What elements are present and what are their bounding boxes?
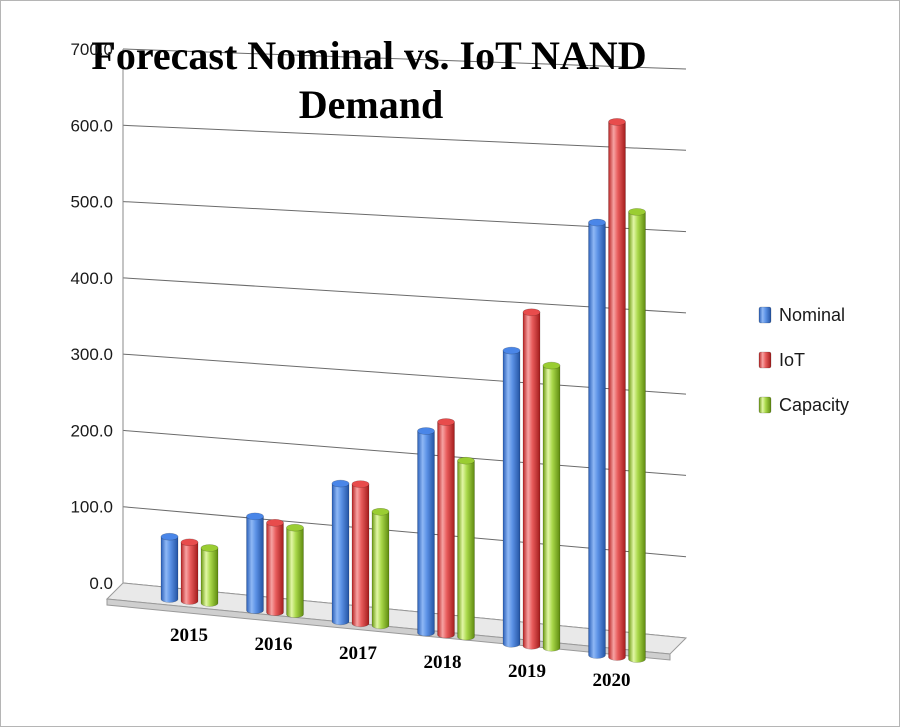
chart-title: Forecast Nominal vs. IoT NAND Demand — [91, 33, 646, 127]
bar-body — [522, 311, 541, 650]
legend-label: Capacity — [779, 395, 849, 415]
x-category-label: 2015 — [170, 625, 208, 646]
bar-body — [246, 516, 264, 614]
bar-body — [542, 365, 561, 652]
bar-cap — [457, 456, 475, 465]
bar-body — [331, 483, 350, 626]
x-category-label: 2016 — [255, 634, 293, 655]
bar — [160, 532, 179, 603]
bar — [266, 518, 284, 616]
bar — [502, 346, 521, 648]
bar-body — [180, 542, 199, 605]
legend-item: IoT — [758, 350, 805, 370]
x-category-label: 2017 — [339, 643, 378, 664]
legend-swatch — [758, 351, 772, 369]
bar — [371, 507, 390, 630]
bar — [180, 538, 199, 605]
bar-cap — [160, 532, 179, 541]
bar — [286, 523, 304, 618]
bar-body — [286, 527, 304, 618]
bar-body — [351, 483, 370, 628]
bar — [542, 361, 561, 652]
bar-cap — [266, 518, 284, 527]
y-tick-label: 600.0 — [70, 116, 113, 135]
bar-cap — [331, 479, 350, 488]
bar — [200, 544, 219, 607]
legend-label: Nominal — [779, 305, 845, 325]
y-tick-label: 200.0 — [70, 421, 113, 440]
y-tick-label: 400.0 — [70, 269, 113, 288]
bar — [628, 208, 646, 663]
chart-title-line-2: Demand — [299, 82, 443, 127]
legend-label: IoT — [779, 350, 805, 370]
bar — [522, 308, 541, 650]
legend-item: Capacity — [758, 395, 849, 415]
bar-cap — [608, 118, 626, 126]
chart-title-line-1: Forecast Nominal vs. IoT NAND — [91, 33, 646, 78]
bar — [588, 218, 606, 659]
gridline — [122, 124, 687, 151]
y-tick-label: 500.0 — [70, 193, 113, 212]
bar-cap — [180, 538, 199, 547]
bar-body — [437, 421, 455, 639]
bar — [351, 480, 370, 628]
bar-body — [371, 511, 390, 630]
x-category-label: 2019 — [508, 661, 546, 682]
legend-swatch — [758, 306, 772, 324]
bar-body — [628, 211, 646, 663]
bar-cap — [351, 480, 370, 488]
legend-item: Nominal — [758, 305, 845, 325]
bar-cap — [588, 218, 606, 227]
gridline — [122, 48, 687, 70]
bar — [437, 418, 455, 639]
bar-body — [588, 222, 606, 659]
x-category-label: 2018 — [424, 652, 462, 673]
bar — [608, 118, 626, 661]
bar-body — [160, 536, 179, 603]
bar — [417, 427, 435, 637]
bar-cap — [200, 544, 219, 552]
bar — [331, 479, 350, 626]
bar-body — [457, 460, 475, 641]
bar-cap — [542, 361, 561, 370]
y-tick-label: 100.0 — [70, 498, 113, 517]
bar-body — [266, 522, 284, 616]
bar-cap — [628, 208, 646, 216]
bar-cap — [502, 346, 521, 355]
bar-cap — [417, 427, 435, 435]
y-tick-label: 300.0 — [70, 345, 113, 364]
y-tick-label: 700.0 — [70, 40, 113, 59]
bar-cap — [371, 507, 390, 516]
bar-body — [608, 121, 626, 661]
legend-swatch — [758, 396, 772, 414]
x-category-label: 2020 — [593, 670, 631, 691]
bar-cap — [437, 418, 455, 426]
bar-body — [417, 430, 435, 637]
y-tick-label: 0.0 — [89, 574, 113, 593]
bar-body — [502, 350, 521, 648]
bar — [246, 512, 264, 614]
bar — [457, 456, 475, 641]
legend: Nominal IoT Capacity — [758, 305, 849, 415]
bar-cap — [522, 308, 541, 317]
bar-cap — [246, 512, 264, 521]
bar-body — [200, 547, 219, 607]
bar-cap — [286, 523, 304, 532]
